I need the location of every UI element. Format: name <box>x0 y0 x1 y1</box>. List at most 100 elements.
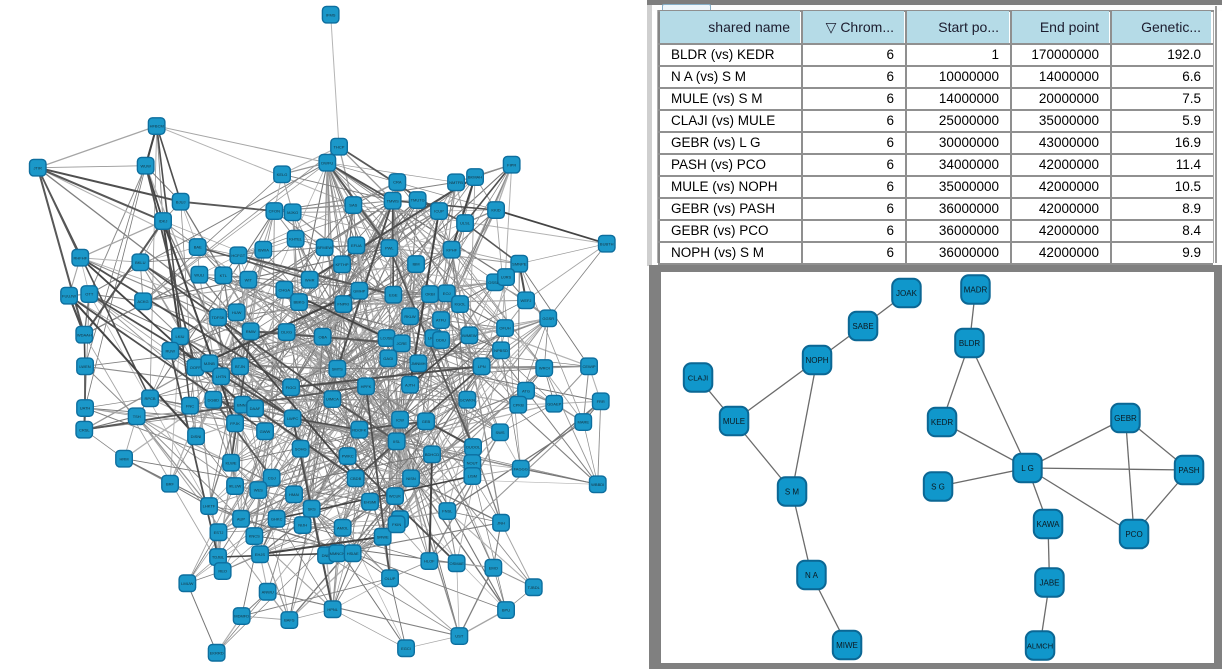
svg-text:SRWE: SRWE <box>377 534 389 539</box>
svg-text:NOPH: NOPH <box>805 356 828 365</box>
svg-text:KELG: KELG <box>277 172 288 177</box>
svg-text:KHTEL: KHTEL <box>289 236 303 241</box>
svg-text:WULI: WULI <box>194 272 204 277</box>
svg-text:REO: REO <box>218 569 227 574</box>
svg-text:RKLW: RKLW <box>404 314 415 319</box>
svg-text:JNH: JNH <box>497 520 505 525</box>
svg-text:BLDR: BLDR <box>959 339 981 348</box>
svg-text:DWFU: DWFU <box>321 160 333 165</box>
svg-text:OSSET: OSSET <box>488 280 502 285</box>
svg-text:PCO: PCO <box>1125 530 1142 539</box>
svg-text:LMUW: LMUW <box>181 581 193 586</box>
svg-text:CGJ: CGJ <box>268 475 276 480</box>
svg-text:BFMEW: BFMEW <box>317 245 332 250</box>
svg-text:HPNL: HPNL <box>327 607 338 612</box>
svg-text:GGSR: GGSR <box>542 316 554 321</box>
svg-text:OFUH: OFUH <box>499 326 510 331</box>
svg-text:ISWIA: ISWIA <box>258 247 270 252</box>
svg-text:KAWA: KAWA <box>1037 520 1061 529</box>
svg-text:WROI: WROI <box>539 366 550 371</box>
svg-text:MADR: MADR <box>964 285 988 294</box>
svg-text:FNSL: FNSL <box>442 509 453 514</box>
svg-text:FUUJW: FUUJW <box>62 293 76 298</box>
svg-text:EGE: EGE <box>389 292 398 297</box>
svg-text:JCRE: JCRE <box>396 341 407 346</box>
svg-text:NPBSD: NPBSD <box>494 348 508 353</box>
svg-text:SABE: SABE <box>852 322 873 331</box>
svg-text:AJTH: AJTH <box>405 382 415 387</box>
svg-text:N A: N A <box>805 571 819 580</box>
svg-text:S G: S G <box>931 482 945 491</box>
svg-text:LWPC: LWPC <box>287 416 298 421</box>
svg-text:AUP: AUP <box>237 516 246 521</box>
svg-text:IBM: IBM <box>412 262 419 267</box>
svg-text:RMW: RMW <box>246 329 256 334</box>
svg-text:ATFU: ATFU <box>436 318 446 323</box>
svg-text:BJUJ: BJUJ <box>176 199 186 204</box>
svg-text:TJBDL: TJBDL <box>528 585 541 590</box>
svg-text:FPJK: FPJK <box>230 421 240 426</box>
svg-text:EHJS: EHJS <box>255 552 266 557</box>
svg-text:LKIU: LKIU <box>176 334 185 339</box>
svg-text:BPU: BPU <box>502 608 510 613</box>
svg-text:SMNPE: SMNPE <box>512 261 527 266</box>
svg-text:ESTJ: ESTJ <box>214 530 224 535</box>
svg-text:OTT: OTT <box>85 292 94 297</box>
svg-text:BNNK: BNNK <box>237 402 248 407</box>
svg-text:OLUP: OLUP <box>385 576 396 581</box>
svg-text:MJKO: MJKO <box>287 210 298 215</box>
svg-text:DND: DND <box>322 553 331 558</box>
svg-text:JMNMH: JMNMH <box>411 361 426 366</box>
svg-text:BDHCD: BDHCD <box>425 452 439 457</box>
svg-text:GMHP: GMHP <box>353 288 365 293</box>
svg-text:IDKJ: IDKJ <box>159 219 168 224</box>
svg-text:HSIAE: HSIAE <box>347 551 359 556</box>
svg-text:THCP: THCP <box>334 144 345 149</box>
svg-text:HPFK: HPFK <box>361 384 372 389</box>
svg-text:IFMS: IFMS <box>326 12 336 17</box>
svg-text:ALMCH: ALMCH <box>1027 641 1053 650</box>
svg-text:SOHG: SOHG <box>295 446 307 451</box>
svg-text:S M: S M <box>785 487 800 496</box>
svg-text:BTJN: BTJN <box>235 364 245 369</box>
svg-text:DDIU: DDIU <box>436 338 446 343</box>
svg-text:UATH: UATH <box>80 406 91 411</box>
svg-text:HUW: HUW <box>232 310 242 315</box>
svg-text:KFTHP: KFTHP <box>335 262 348 267</box>
svg-text:WDAAH: WDAAH <box>77 332 92 337</box>
svg-text:NOUT: NOUT <box>467 461 479 466</box>
svg-text:RUW: RUW <box>166 348 176 353</box>
svg-text:JABE: JABE <box>1039 578 1059 587</box>
svg-text:ATG: ATG <box>522 388 530 393</box>
svg-text:CEWIP: CEWIP <box>582 364 595 369</box>
svg-text:OKBI: OKBI <box>425 292 435 297</box>
svg-text:CRA: CRA <box>393 180 402 185</box>
svg-text:TMWS: TMWS <box>387 198 400 203</box>
svg-text:NISN: NISN <box>406 476 416 481</box>
svg-text:MARE: MARE <box>578 420 590 425</box>
svg-text:KLWE: KLWE <box>225 460 236 465</box>
svg-text:CRSL: CRSL <box>79 427 90 432</box>
svg-text:CPKB: CPKB <box>513 402 524 407</box>
svg-text:EOJ: EOJ <box>443 291 451 296</box>
svg-text:LHTN: LHTN <box>216 374 227 379</box>
svg-text:TSH: TSH <box>133 414 141 419</box>
svg-text:DISNI: DISNI <box>191 434 202 439</box>
svg-text:GWW: GWW <box>260 429 271 434</box>
svg-text:TDJBL: TDJBL <box>212 555 225 560</box>
svg-text:HLOF: HLOF <box>424 559 435 564</box>
svg-text:RDOFK: RDOFK <box>352 427 366 432</box>
svg-text:CBDB: CBDB <box>350 476 361 481</box>
svg-text:DLKG: DLKG <box>281 330 292 335</box>
svg-text:L G: L G <box>1021 464 1034 473</box>
svg-text:MDMFD: MDMFD <box>234 614 249 619</box>
svg-text:WES: WES <box>254 488 263 493</box>
svg-text:LWEN: LWEN <box>79 364 90 369</box>
svg-text:PWL: PWL <box>385 246 394 251</box>
svg-text:BKMAH: BKMAH <box>468 175 482 180</box>
svg-text:UIMCA: UIMCA <box>326 397 339 402</box>
svg-text:SAS: SAS <box>349 203 357 208</box>
svg-text:LISM: LISM <box>468 474 477 479</box>
svg-text:NMTFB: NMTFB <box>449 180 463 185</box>
svg-text:OSMAE: OSMAE <box>449 561 464 566</box>
